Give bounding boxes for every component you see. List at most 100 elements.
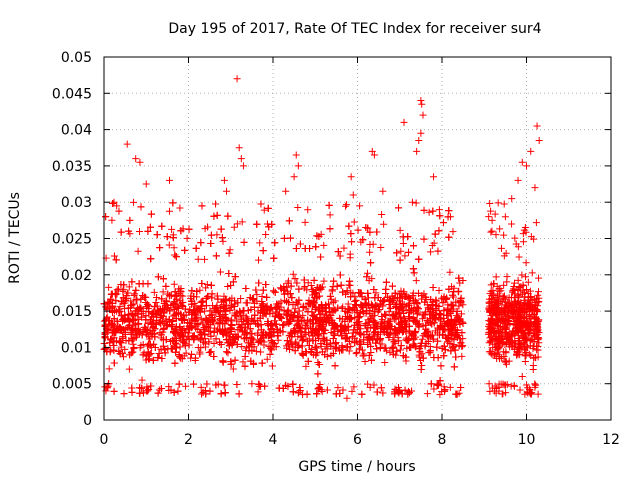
data-point (170, 388, 178, 396)
data-point (298, 317, 306, 325)
data-point (169, 336, 177, 344)
data-point (219, 326, 227, 334)
data-point (423, 390, 431, 398)
data-point (266, 350, 274, 358)
data-point (104, 298, 112, 306)
data-point (171, 311, 179, 319)
data-point (289, 270, 297, 278)
data-point (423, 317, 431, 325)
data-point (449, 301, 457, 309)
data-point (359, 307, 367, 315)
data-point (332, 339, 340, 347)
data-point (415, 345, 423, 353)
data-point (444, 334, 452, 342)
data-point (168, 225, 176, 233)
data-point (404, 293, 412, 301)
data-point (349, 303, 357, 311)
data-point (373, 345, 381, 353)
data-point (404, 336, 412, 344)
data-point (420, 235, 428, 243)
data-point (201, 387, 209, 395)
data-point (113, 290, 121, 298)
data-point (157, 384, 165, 392)
data-point (144, 348, 152, 356)
data-point (323, 386, 331, 394)
data-point (217, 390, 225, 398)
data-point (145, 335, 153, 343)
data-point (343, 343, 351, 351)
data-point (285, 217, 293, 225)
data-point (458, 352, 466, 360)
data-point (364, 341, 372, 349)
data-point (373, 388, 381, 396)
data-point (385, 308, 393, 316)
data-point (297, 325, 305, 333)
data-point (137, 203, 145, 211)
data-point (337, 281, 345, 289)
data-point (435, 302, 443, 310)
data-point (151, 344, 159, 352)
data-point (447, 347, 455, 355)
data-point (287, 234, 295, 242)
data-point (185, 225, 193, 233)
data-point (290, 312, 298, 320)
data-point (354, 321, 362, 329)
data-point (364, 302, 372, 310)
data-point (288, 340, 296, 348)
data-point (405, 322, 413, 330)
data-point (117, 281, 125, 289)
data-point (174, 387, 182, 395)
data-point (301, 218, 309, 226)
data-point (259, 247, 267, 255)
data-point (405, 301, 413, 309)
data-point (288, 333, 296, 341)
data-point (420, 311, 428, 319)
data-point (233, 220, 241, 228)
data-point (202, 284, 210, 292)
data-point (394, 309, 402, 317)
data-point (121, 299, 129, 307)
data-point (364, 289, 372, 297)
data-point (331, 345, 339, 353)
data-point (318, 348, 326, 356)
data-point (214, 295, 222, 303)
data-point (412, 343, 420, 351)
data-point (230, 223, 238, 231)
data-point (346, 281, 354, 289)
data-point (181, 329, 189, 337)
data-point (350, 383, 358, 391)
data-point (222, 327, 230, 335)
data-point (228, 321, 236, 329)
data-point (369, 304, 377, 312)
data-point (297, 333, 305, 341)
data-point (279, 384, 287, 392)
data-point (182, 382, 190, 390)
data-point (258, 359, 266, 367)
data-point (399, 233, 407, 241)
data-point (379, 297, 387, 305)
data-point (327, 342, 335, 350)
data-point (331, 331, 339, 339)
data-point (277, 285, 285, 293)
data-point (103, 384, 111, 392)
data-point (196, 336, 204, 344)
data-point (285, 299, 293, 307)
data-point (271, 317, 279, 325)
data-point (367, 348, 375, 356)
data-point (268, 346, 276, 354)
data-point (197, 298, 205, 306)
data-point (275, 313, 283, 321)
data-point (409, 316, 417, 324)
data-point (292, 338, 300, 346)
data-point (101, 321, 109, 329)
data-point (362, 309, 370, 317)
data-point (434, 247, 442, 255)
data-point (400, 326, 408, 334)
data-point (315, 324, 323, 332)
data-point (171, 288, 179, 296)
data-point (184, 319, 192, 327)
data-point (270, 340, 278, 348)
data-point (415, 255, 423, 263)
data-point (420, 206, 428, 214)
data-point (360, 336, 368, 344)
